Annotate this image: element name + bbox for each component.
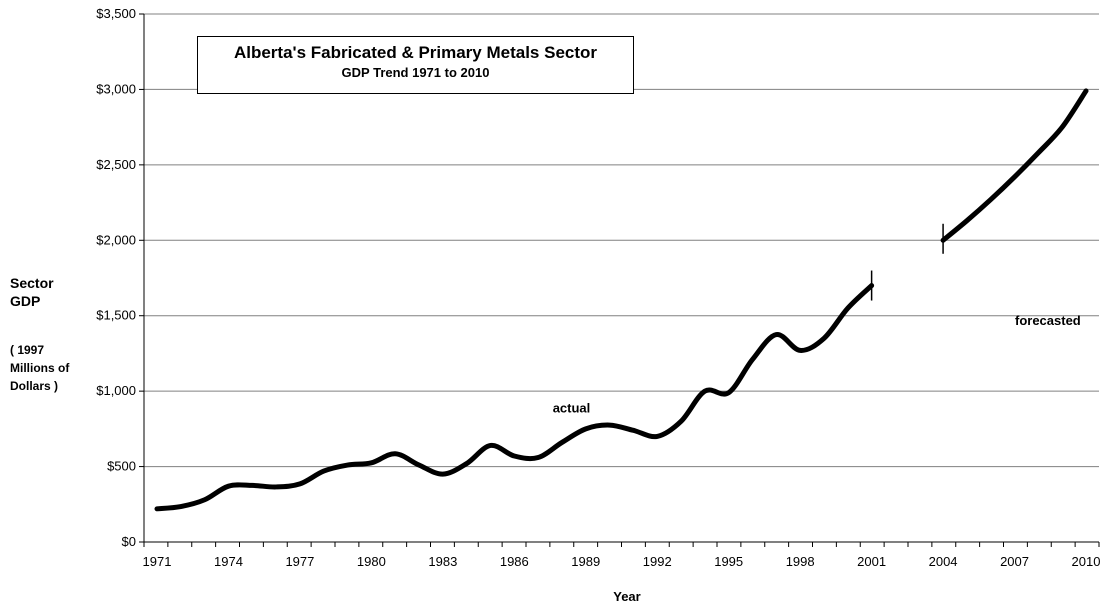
series-lines [154, 88, 1089, 512]
y-tick-label: $3,500 [96, 6, 136, 21]
y-axis-label-line1: Sector [10, 275, 54, 291]
series-line-forecasted [940, 88, 1089, 243]
annotation-actual: actual [553, 400, 591, 415]
y-tick-label: $1,500 [96, 308, 136, 323]
chart-title-box: Alberta's Fabricated & Primary Metals Se… [197, 36, 634, 94]
y-tick-label: $1,000 [96, 383, 136, 398]
annotations: actual forecasted [553, 313, 1081, 415]
x-tick-label: 2007 [1000, 554, 1029, 569]
y-axis-label-line3: ( 1997 [10, 343, 45, 357]
x-tick-label: 2010 [1072, 554, 1101, 569]
x-tick-label: 1986 [500, 554, 529, 569]
series-line-actual [154, 283, 875, 512]
x-tick-label: 1992 [643, 554, 672, 569]
axes [139, 13, 1100, 547]
y-tick-label: $2,000 [96, 232, 136, 247]
x-tick-labels: 1971 1974 1977 1980 1983 1986 1989 1992 1995 1998… [143, 554, 1101, 569]
chart-title: Alberta's Fabricated & Primary Metals Se… [233, 43, 598, 62]
y-tick-labels: $0 $500 $1,000 $1,500 $2,000 $2,500 $3,000 $3,5… [96, 6, 136, 549]
y-tick-label: $2,500 [96, 157, 136, 172]
y-tick-label: $500 [107, 459, 136, 474]
x-axis-label: Year [613, 589, 640, 604]
x-tick-label: 1995 [714, 554, 743, 569]
y-tick-label: $0 [122, 534, 136, 549]
y-tick-label: $3,000 [96, 81, 136, 96]
x-tick-label: 1989 [571, 554, 600, 569]
chart-subtitle: GDP Trend 1971 to 2010 [341, 65, 490, 80]
y-axis-label-line5: Dollars ) [10, 379, 59, 393]
annotation-forecasted: forecasted [1015, 313, 1081, 328]
y-axis-label-line4: Millions of [10, 361, 70, 375]
x-tick-label: 2001 [857, 554, 886, 569]
segment-markers [870, 223, 944, 301]
x-tick-label: 1998 [786, 554, 815, 569]
x-tick-label: 2004 [929, 554, 958, 569]
x-tick-label: 1977 [285, 554, 314, 569]
x-tick-label: 1983 [428, 554, 457, 569]
x-tick-label: 1980 [357, 554, 386, 569]
y-axis-label-line2: GDP [10, 293, 41, 309]
x-tick-label: 1974 [214, 554, 243, 569]
x-tick-label: 1971 [143, 554, 172, 569]
